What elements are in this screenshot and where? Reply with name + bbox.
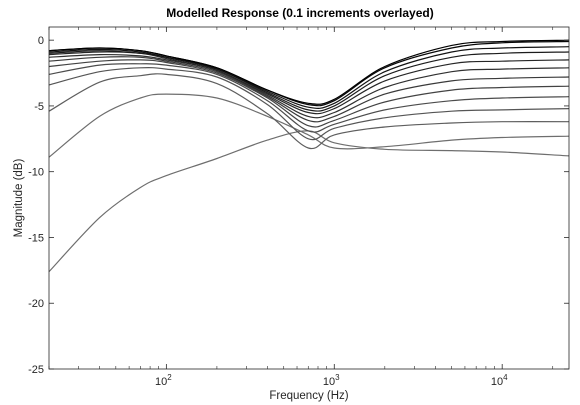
series-line-3 [48,73,570,150]
plot-lines [48,39,570,273]
y-axis-label: Magnitude (dB) [13,159,25,238]
chart-title: Modelled Response (0.1 increments overla… [166,6,433,20]
plot-frame [48,26,570,370]
x-tick-label: 102 [155,373,172,388]
x-tick-label: 103 [323,373,340,388]
y-tick-label: -20 [28,298,44,310]
series-line-1 [48,130,570,273]
series-line-13 [48,39,570,105]
x-tick-label: 104 [491,373,508,388]
x-tick-exponent: 3 [335,373,340,382]
series-line-10 [48,50,570,112]
y-axis-ticks: 0 -5 -10 -15 -20 -25 [28,35,569,376]
x-axis-ticks: 102 103 104 [48,27,554,388]
x-tick-base: 10 [323,376,335,388]
y-tick-label: -15 [28,232,44,244]
y-tick-label: -25 [28,364,44,376]
series-line-11 [48,46,570,109]
y-tick-label: -5 [34,101,44,113]
x-axis-label: Frequency (Hz) [269,390,348,402]
series-line-6 [48,59,570,128]
x-tick-base: 10 [491,376,503,388]
x-tick-exponent: 2 [167,373,172,382]
y-tick-label: -10 [28,167,44,179]
series-line-7 [48,56,570,123]
series-line-4 [48,66,570,141]
x-tick-exponent: 4 [503,373,508,382]
series-line-5 [48,63,570,133]
series-line-8 [48,53,570,119]
y-tick-label: 0 [38,35,44,47]
x-tick-base: 10 [155,376,167,388]
